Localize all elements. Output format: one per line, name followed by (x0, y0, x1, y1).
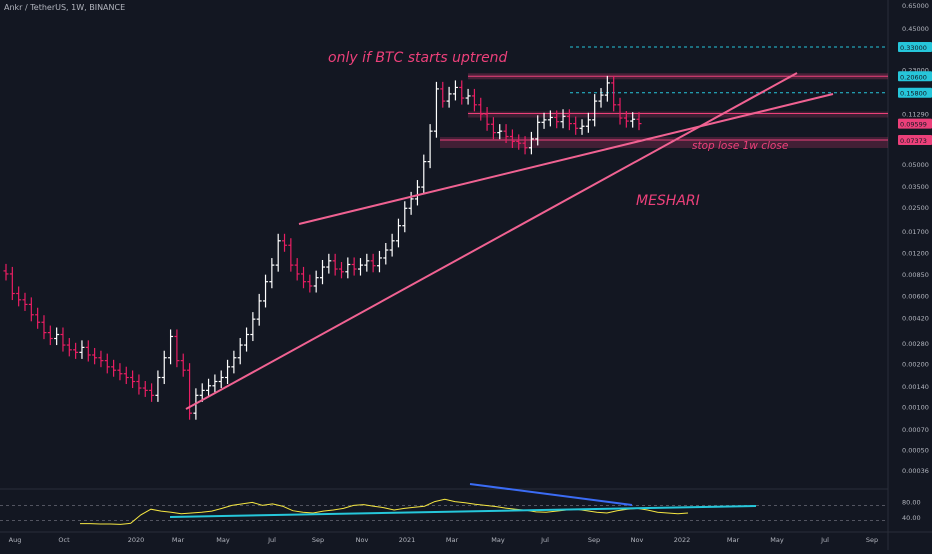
y-tick-label: 0.01200 (902, 250, 929, 258)
rsi-tick-label: 80.00 (902, 499, 921, 507)
price-badge-label: 0.20600 (900, 73, 927, 81)
x-tick-label: 2022 (674, 536, 691, 544)
y-tick-label: 0.00200 (902, 361, 929, 369)
y-tick-label: 0.00600 (902, 293, 929, 301)
price-badge (898, 87, 932, 98)
y-tick-label: 0.11290 (902, 111, 929, 119)
y-tick-label: 0.00100 (902, 404, 929, 412)
rsi-support-line (169, 505, 757, 518)
x-tick-label: May (216, 536, 230, 544)
x-tick-label: Jul (540, 536, 549, 544)
price-badge (898, 134, 932, 145)
y-tick-label: 0.00850 (902, 271, 929, 279)
rsi-tick-label: 40.00 (902, 514, 921, 522)
trendline-upper (298, 93, 834, 225)
y-tick-label: 0.45000 (902, 25, 929, 33)
x-tick-label: Aug (9, 536, 22, 544)
stop-zone (440, 136, 888, 148)
x-tick-label: 2020 (128, 536, 145, 544)
chart-title: Ankr / TetherUS, 1W, BINANCE (4, 3, 126, 12)
x-tick-label: May (770, 536, 784, 544)
y-tick-label: 0.00050 (902, 447, 929, 455)
annotation-stop-loss: stop lose 1w close (692, 140, 788, 152)
x-tick-label: May (491, 536, 505, 544)
x-tick-label: Nov (631, 536, 644, 544)
price-badge (898, 42, 932, 53)
price-badge (898, 118, 932, 129)
y-tick-label: 0.65000 (902, 2, 929, 10)
y-tick-label: 0.23000 (902, 66, 929, 74)
trendline-long (185, 72, 798, 410)
y-tick-label: 0.01700 (902, 228, 929, 236)
annotation-meshari: MESHARI (636, 193, 700, 209)
y-tick-label: 0.00036 (902, 467, 929, 475)
x-tick-label: Jul (820, 536, 829, 544)
x-tick-label: Sep (588, 536, 600, 544)
price-badge-label: 0.15800 (900, 90, 927, 98)
annotation-btc-uptrend: only if BTC starts uptrend (328, 50, 508, 66)
x-tick-label: Jul (267, 536, 276, 544)
y-tick-label: 0.03500 (902, 183, 929, 191)
x-tick-label: Sep (312, 536, 324, 544)
y-tick-label: 0.00140 (902, 383, 929, 391)
x-tick-label: Sep (866, 536, 878, 544)
x-tick-label: Mar (727, 536, 740, 544)
rsi-line (80, 498, 689, 525)
x-tick-label: Oct (58, 536, 70, 544)
x-tick-label: Mar (172, 536, 185, 544)
price-badge-label: 0.09599 (900, 121, 927, 129)
y-tick-label: 0.05000 (902, 161, 929, 169)
rsi-resistance-line (469, 483, 633, 506)
x-tick-label: Nov (356, 536, 369, 544)
price-badge-label: 0.07373 (900, 137, 927, 145)
y-tick-label: 0.02500 (902, 204, 929, 212)
resistance-zone (468, 73, 888, 80)
y-tick-label: 0.00280 (902, 340, 929, 348)
price-badge-label: 0.33000 (900, 44, 927, 52)
mid-zone (468, 111, 888, 118)
x-tick-label: Mar (446, 536, 459, 544)
y-tick-label: 0.00420 (902, 315, 929, 323)
price-badge (898, 71, 932, 82)
y-tick-label: 0.00070 (902, 426, 929, 434)
x-tick-label: 2021 (399, 536, 416, 544)
